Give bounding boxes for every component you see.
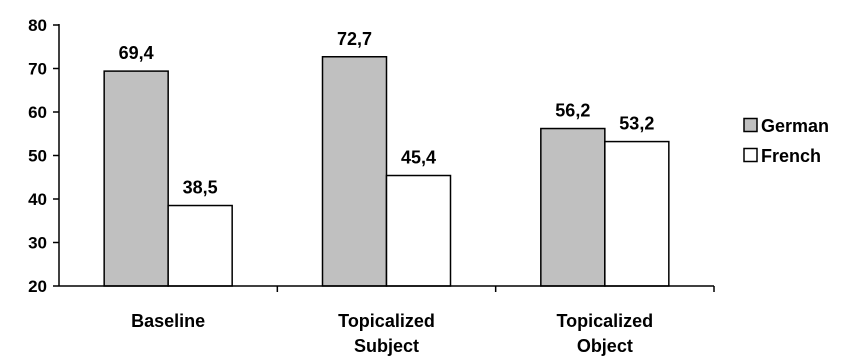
bars bbox=[103, 56, 670, 287]
bar-german-1 bbox=[321, 56, 388, 287]
y-tick-label-30: 30 bbox=[28, 234, 47, 253]
legend-swatch-french bbox=[743, 147, 758, 163]
category-label-1-line-1: Subject bbox=[354, 336, 419, 356]
bar-german-0 bbox=[103, 70, 169, 287]
category-label-2-line-1: Object bbox=[577, 336, 633, 356]
bar-french-0 bbox=[167, 204, 233, 287]
x-axis: Baseline Topicalized Subject Topicalized Obj… bbox=[59, 285, 715, 356]
y-tick-label-50: 50 bbox=[28, 147, 47, 166]
data-label-german-2: 56,2 bbox=[555, 101, 590, 121]
y-tick-label-40: 40 bbox=[28, 190, 47, 209]
y-tick-label-80: 80 bbox=[28, 16, 47, 35]
y-tick-label-20: 20 bbox=[28, 277, 47, 296]
category-label-0-line-0: Baseline bbox=[131, 311, 205, 331]
data-label-french-1: 45,4 bbox=[401, 148, 436, 168]
y-tick-label-60: 60 bbox=[28, 103, 47, 122]
bar-french-2 bbox=[604, 140, 670, 287]
y-axis: 20 30 40 50 60 70 80 bbox=[28, 16, 60, 296]
legend: German French bbox=[743, 116, 829, 166]
legend-label-french: French bbox=[761, 146, 821, 166]
data-label-french-0: 38,5 bbox=[183, 178, 218, 198]
legend-swatch-german bbox=[743, 117, 758, 133]
category-label-1-line-0: Topicalized bbox=[338, 311, 435, 331]
bar-french-1 bbox=[385, 174, 452, 287]
data-label-german-1: 72,7 bbox=[337, 29, 372, 49]
data-label-french-2: 53,2 bbox=[619, 114, 654, 134]
data-label-german-0: 69,4 bbox=[119, 43, 154, 63]
category-label-2-line-0: Topicalized bbox=[556, 311, 653, 331]
bar-german-2 bbox=[540, 127, 606, 287]
data-labels: 69,4 38,5 72,7 45,4 56,2 53,2 bbox=[119, 29, 655, 198]
y-tick-label-70: 70 bbox=[28, 60, 47, 79]
legend-label-german: German bbox=[761, 116, 829, 136]
